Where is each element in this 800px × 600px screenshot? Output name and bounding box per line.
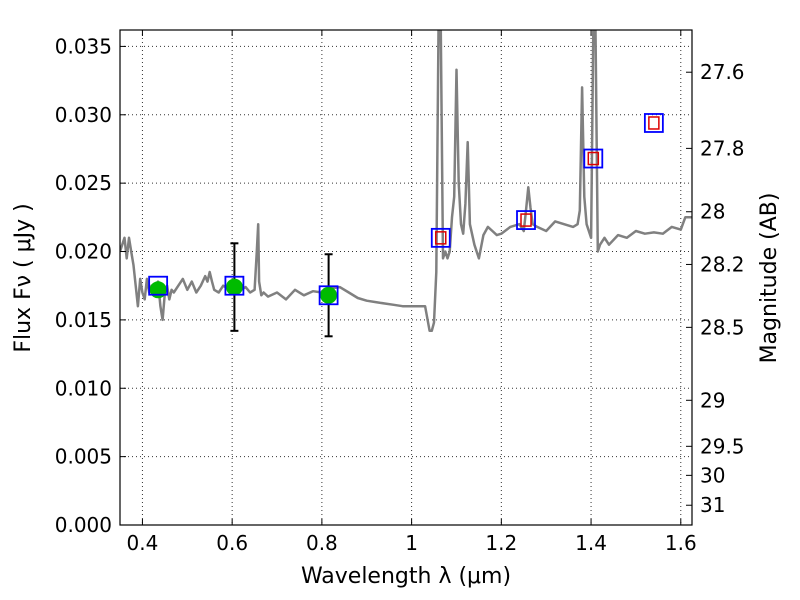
x-tick-label: 0.8 bbox=[306, 531, 338, 555]
observed-point bbox=[320, 286, 338, 304]
model-inner-box bbox=[648, 116, 660, 130]
model-box bbox=[643, 113, 664, 133]
x-tick-label: 1 bbox=[405, 531, 418, 555]
y-tick-label: 0.025 bbox=[55, 171, 112, 195]
mag-tick-label: 29 bbox=[700, 388, 725, 412]
model-box bbox=[516, 210, 536, 230]
mag-tick-label: 28.2 bbox=[700, 252, 745, 276]
y-tick-label: 0.000 bbox=[55, 513, 112, 537]
y-axis-label: Flux Fν ( μJy ) bbox=[11, 203, 36, 352]
observed-point bbox=[149, 281, 167, 299]
model-box bbox=[430, 227, 451, 248]
marks-layer bbox=[148, 113, 664, 338]
model-box bbox=[583, 148, 604, 169]
model-inner-box bbox=[435, 231, 447, 245]
x-tick-label: 1.4 bbox=[575, 531, 607, 555]
x-tick-label: 1.2 bbox=[485, 531, 517, 555]
mag-tick-label: 28 bbox=[700, 200, 725, 224]
y-tick-label: 0.005 bbox=[55, 445, 112, 469]
spectrum-line bbox=[120, 30, 692, 333]
x-tick-label: 1.6 bbox=[665, 531, 697, 555]
plot-frame bbox=[119, 29, 693, 526]
observed-point bbox=[225, 278, 243, 296]
x-axis-label: Wavelength λ (μm) bbox=[301, 564, 511, 589]
mag-tick-label: 31 bbox=[700, 493, 725, 517]
model-box bbox=[148, 275, 169, 296]
model-box bbox=[224, 275, 245, 296]
x-tick-label: 0.4 bbox=[127, 531, 159, 555]
y-tick-label: 0.010 bbox=[55, 376, 112, 400]
mag-tick-label: 27.8 bbox=[700, 136, 745, 160]
y-tick-label: 0.015 bbox=[55, 308, 112, 332]
mag-tick-label: 28.5 bbox=[700, 315, 745, 339]
mag-tick-label: 29.5 bbox=[700, 434, 745, 458]
model-inner-box bbox=[587, 151, 600, 166]
y2-axis-label: Magnitude (AB) bbox=[757, 193, 782, 364]
mag-tick-label: 27.6 bbox=[700, 60, 745, 84]
model-inner-box bbox=[520, 213, 532, 227]
y-tick-label: 0.020 bbox=[55, 240, 112, 264]
mag-tick-label: 30 bbox=[700, 463, 725, 487]
y-tick-label: 0.030 bbox=[55, 103, 112, 127]
x-tick-label: 0.6 bbox=[216, 531, 248, 555]
ticks-layer: 0.4 0.6 0.8 1 1.2 1.4 1.6 0.000 0.005 0.010 0.015 0… bbox=[55, 30, 745, 555]
y-tick-label: 0.035 bbox=[55, 34, 112, 58]
model-box bbox=[318, 285, 339, 306]
